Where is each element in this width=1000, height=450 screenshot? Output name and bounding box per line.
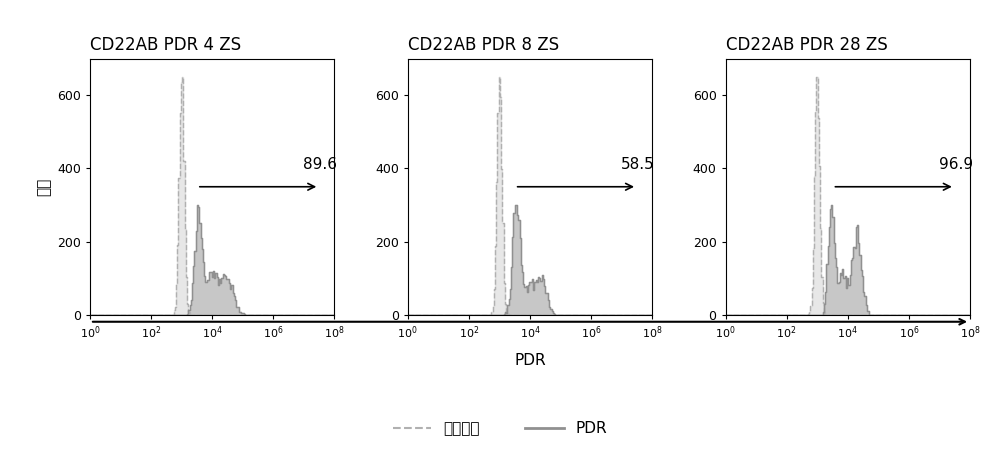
Text: 89.6: 89.6 xyxy=(303,157,337,172)
Text: 58.5: 58.5 xyxy=(621,157,655,172)
Text: CD22AB PDR 28 ZS: CD22AB PDR 28 ZS xyxy=(726,36,887,54)
Text: CD22AB PDR 8 ZS: CD22AB PDR 8 ZS xyxy=(408,36,559,54)
Text: PDR: PDR xyxy=(514,353,546,368)
Legend: 未染色的, PDR: 未染色的, PDR xyxy=(386,415,614,442)
Y-axis label: 计数: 计数 xyxy=(37,178,52,196)
Text: CD22AB PDR 4 ZS: CD22AB PDR 4 ZS xyxy=(90,36,241,54)
Text: 96.9: 96.9 xyxy=(939,157,973,172)
